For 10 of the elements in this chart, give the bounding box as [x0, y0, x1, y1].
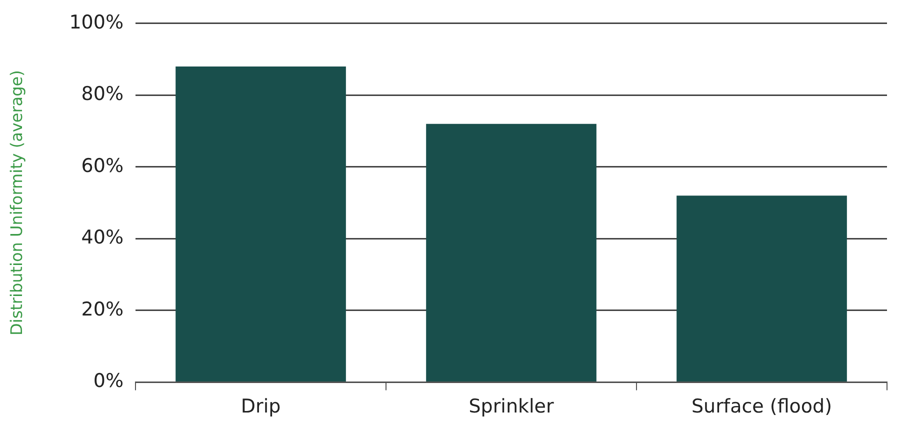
y-tick-label: 40% [81, 226, 124, 249]
x-tick-label: Surface (flood) [691, 396, 832, 418]
y-tick-label: 0% [93, 370, 124, 392]
x-tick-label: Sprinkler [468, 396, 554, 418]
y-axis-title: Distribution Uniformity (average) [6, 70, 26, 336]
y-tick-label: 80% [81, 83, 124, 106]
x-tick-label: Drip [240, 396, 281, 418]
y-tick-label: 20% [81, 298, 124, 320]
y-tick-label: 100% [69, 11, 124, 34]
y-tick-label: 60% [81, 154, 124, 177]
